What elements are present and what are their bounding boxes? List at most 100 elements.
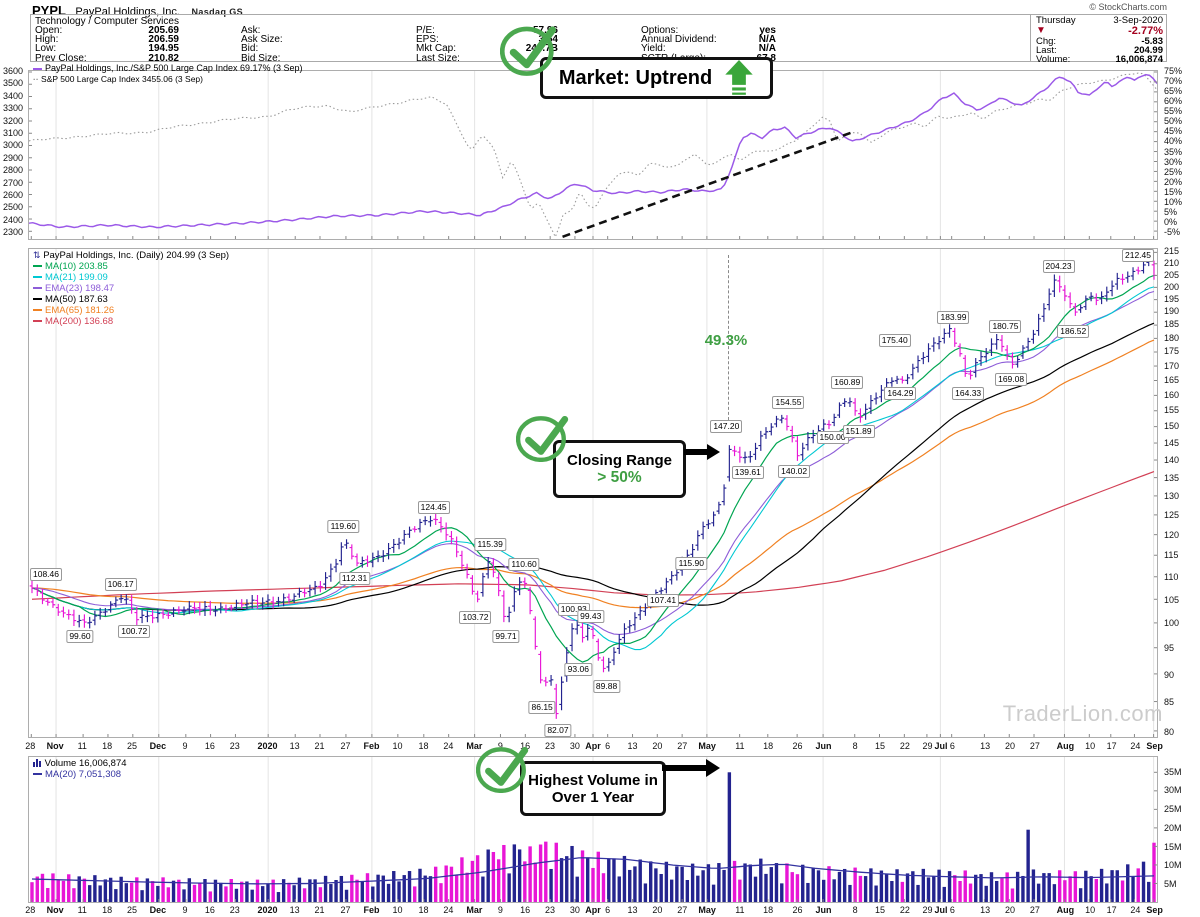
date-tick-label: Mar — [466, 905, 483, 915]
axis-tick-label: 3000 — [2, 140, 23, 151]
quote-box: Technology / Computer Services Open: 205.… — [30, 14, 1167, 65]
performance-chart-svg — [29, 71, 1157, 239]
axis-tick-label: 2500 — [2, 202, 23, 213]
price-callout-label: 100.72 — [118, 624, 151, 638]
date-tick-label: 27 — [340, 905, 351, 915]
axis-tick-label: 3100 — [2, 127, 23, 138]
price-callout-label: 139.61 — [731, 466, 764, 480]
axis-tick-label: 105 — [1164, 594, 1180, 605]
quote-label: Mkt Cap: — [416, 43, 457, 55]
date-tick-label: 21 — [314, 905, 325, 915]
axis-tick-label: 175 — [1164, 346, 1180, 357]
price-callout-label: 140.02 — [778, 464, 811, 478]
date-tick-label: Aug — [1056, 741, 1075, 751]
axis-tick-label: 35M — [1164, 766, 1182, 777]
date-tick-label: Jun — [815, 905, 832, 915]
axis-tick-label: 2300 — [2, 227, 23, 238]
axis-tick-label: 2900 — [2, 152, 23, 163]
axis-tick-label: 10% — [1164, 196, 1183, 207]
check-circle-icon — [476, 746, 529, 793]
axis-tick-label: 3500 — [2, 78, 23, 89]
quote-label: Prev Close: — [35, 52, 87, 64]
date-tick-label: 23 — [545, 905, 556, 915]
date-tick-label: Apr — [585, 741, 601, 751]
date-tick-label: 10 — [1085, 741, 1096, 751]
axis-tick-label: 165 — [1164, 375, 1180, 386]
date-tick-label: 15 — [875, 905, 886, 915]
highest-volume-line2: Over 1 Year — [551, 788, 635, 806]
price-callout-label: 106.17 — [104, 578, 137, 592]
closing-range-box: Closing Range > 50% — [553, 440, 686, 498]
quote-label: Open: — [35, 25, 63, 36]
volume-right-axis: 35M 30M 25M 20M 15M 10M 5M — [1161, 756, 1199, 903]
date-tick-label: 20 — [652, 905, 663, 915]
axis-tick-label: 80 — [1164, 726, 1175, 737]
price-callout-label: 175.40 — [878, 334, 911, 348]
date-tick-label: Aug — [1056, 905, 1075, 915]
quote-value: 57.96 — [532, 25, 558, 36]
price-callout-label: 212.45 — [1122, 249, 1154, 262]
ma10-legend: MA(10) 203.85 — [45, 261, 108, 272]
ma-line — [31, 339, 1155, 609]
quote-value: 194.95 — [148, 43, 179, 55]
date-tick-label: 21 — [314, 741, 325, 751]
price-callout-label: 186.52 — [1057, 325, 1090, 339]
axis-tick-label: 195 — [1164, 293, 1180, 304]
volume-bars-icon — [33, 759, 41, 767]
pct-change-value: -2.77% — [1128, 24, 1163, 37]
quote-value: 210.82 — [148, 52, 179, 64]
date-tick-label: Sep — [1146, 905, 1163, 915]
price-callout-label: 150.00 — [816, 431, 849, 445]
date-tick-label: 16 — [204, 741, 215, 751]
ma21-legend: MA(21) 199.09 — [45, 272, 108, 283]
axis-tick-label: 155 — [1164, 405, 1180, 416]
axis-tick-label: 15% — [1164, 186, 1183, 197]
volume-ma-line — [31, 857, 1155, 885]
date-tick-label: 18 — [763, 741, 774, 751]
axis-tick-label: 215 — [1164, 246, 1180, 257]
price-callout-label: 99.60 — [66, 630, 94, 644]
date-tick-label: 20 — [652, 741, 663, 751]
axis-tick-label: 5% — [1164, 206, 1178, 217]
highest-volume-line1: Highest Volume in — [528, 771, 658, 789]
quote-label: Bid: — [241, 43, 259, 55]
price-callout-label: 115.39 — [474, 537, 506, 551]
down-triangle-icon: ▼ — [1036, 24, 1046, 36]
price-callout-label: 103.72 — [459, 610, 492, 624]
date-tick-label: 9 — [497, 741, 503, 751]
date-tick-label: Jul — [934, 905, 948, 915]
date-tick-label: Feb — [363, 905, 380, 915]
date-tick-label: 29 — [922, 905, 933, 915]
date-tick-label: Dec — [149, 741, 167, 751]
sector-label: Technology / Computer Services — [35, 16, 179, 27]
date-tick-label: 18 — [102, 741, 113, 751]
quote-label: Low: — [35, 43, 57, 55]
date-tick-label: 6 — [949, 905, 955, 915]
quote-label: Ask Size: — [241, 34, 283, 46]
date-tick-label: 15 — [875, 741, 886, 751]
closing-range-arrow — [684, 449, 707, 455]
price-callout-label: 169.08 — [995, 373, 1028, 387]
axis-tick-label: 145 — [1164, 437, 1180, 448]
axis-tick-label: 55% — [1164, 106, 1183, 117]
volume-ma-legend: MA(20) 7,051,308 — [45, 769, 122, 780]
date-tick-label: 16 — [520, 905, 531, 915]
date-tick-label: 24 — [443, 905, 454, 915]
quote-label: Bid Size: — [241, 52, 281, 64]
date-tick-label: 11 — [77, 905, 87, 915]
date-tick-label: Jul — [934, 741, 948, 751]
volume-chart-svg — [30, 757, 1157, 902]
date-axis-top: 28 Nov 11 18 25 Dec 9 16 23 2020 13 21 27 Feb 10 18 24 Ma… — [25, 740, 1163, 753]
date-tick-label: Apr — [585, 905, 601, 915]
date-tick-label: 13 — [289, 905, 300, 915]
price-callout-label: 183.99 — [937, 311, 970, 325]
price-callout-label: 99.71 — [492, 629, 520, 643]
ema23-legend: EMA(23) 198.47 — [45, 283, 115, 294]
date-tick-label: 23 — [229, 905, 240, 915]
axis-tick-label: 20% — [1164, 176, 1183, 187]
retrace-dashed-line — [728, 255, 729, 425]
price-callout-label: 108.46 — [30, 567, 62, 581]
date-tick-label: 17 — [1106, 741, 1117, 751]
market-uptrend-box: Market: Uptrend — [540, 57, 773, 99]
